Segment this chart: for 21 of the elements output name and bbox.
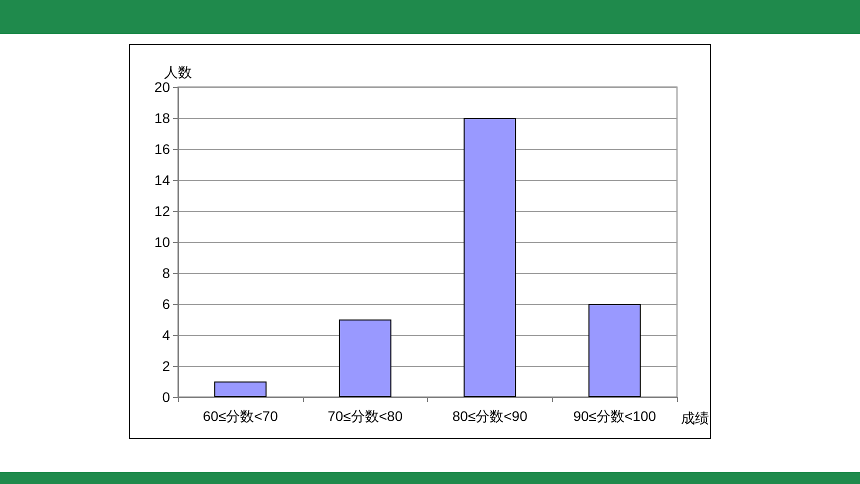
y-tick-label: 14 <box>154 172 170 188</box>
y-tick-label: 20 <box>154 79 170 95</box>
bar <box>464 118 516 397</box>
x-axis-title: 成绩 <box>681 410 709 426</box>
y-tick-label: 6 <box>162 296 170 312</box>
y-tick-label: 2 <box>162 358 170 374</box>
y-tick-label: 8 <box>162 265 170 281</box>
bar <box>338 320 392 397</box>
y-axis-title: 人数 <box>164 64 192 80</box>
y-tick-label: 18 <box>154 110 170 126</box>
y-tick-label: 0 <box>162 389 170 405</box>
x-tick-label: 80≤分数<90 <box>452 408 528 424</box>
y-tick-label: 10 <box>154 234 170 250</box>
x-tick-label: 90≤分数<100 <box>573 408 656 424</box>
y-tick-label: 16 <box>154 141 170 157</box>
y-tick-label: 12 <box>154 203 170 219</box>
x-tick-label: 70≤分数<80 <box>328 408 403 424</box>
x-tick-label: 60≤分数<70 <box>202 408 278 424</box>
bar <box>588 304 641 397</box>
y-tick-label: 4 <box>162 327 170 343</box>
bar <box>214 382 267 397</box>
